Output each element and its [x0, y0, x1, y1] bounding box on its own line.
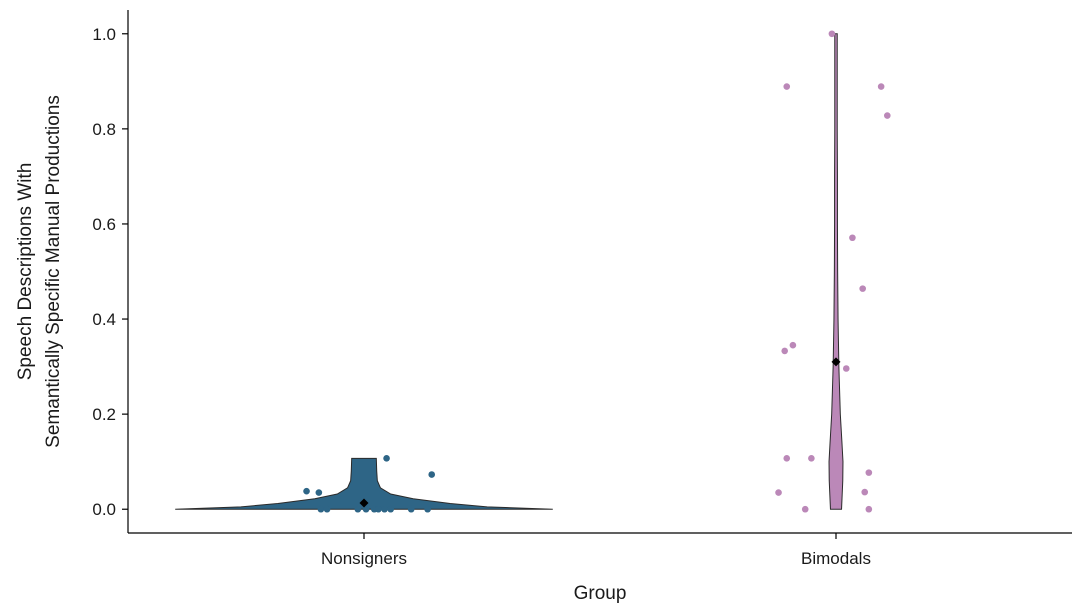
data-point-bimodals — [884, 112, 891, 119]
data-point-bimodals — [781, 347, 788, 355]
data-point-bimodals — [865, 469, 873, 476]
mean-marker-nonsigners — [359, 498, 369, 508]
data-point-nonsigners — [323, 505, 331, 513]
data-point-bimodals — [877, 83, 885, 90]
data-point-bimodals — [801, 505, 809, 513]
data-point-nonsigners — [375, 505, 382, 513]
violin-nonsigners — [175, 457, 553, 510]
y-axis-title-line-1: Speech Descriptions With — [15, 163, 36, 381]
data-point-nonsigners — [354, 505, 362, 513]
y-tick-label: 0.2 — [92, 405, 116, 424]
data-point-nonsigners — [424, 505, 431, 513]
violin-bimodals — [828, 33, 844, 510]
x-axis-ticks: Nonsigners Bimodals — [321, 533, 871, 568]
x-tick-label-bimodals: Bimodals — [801, 549, 871, 568]
data-point-bimodals — [783, 83, 791, 90]
data-point-bimodals — [789, 341, 797, 349]
plot-area — [175, 30, 891, 513]
data-point-nonsigners — [362, 505, 370, 513]
y-tick-label: 0.4 — [92, 310, 116, 329]
data-point-nonsigners — [315, 489, 323, 496]
data-point-bimodals — [808, 455, 815, 462]
data-point-bimodals — [842, 365, 850, 372]
y-axis-title-line-2: Semantically Specific Manual Productions — [43, 95, 64, 448]
y-tick-label: 0.8 — [92, 120, 116, 139]
y-tick-label: 0.6 — [92, 215, 116, 234]
data-point-nonsigners — [407, 505, 415, 513]
data-point-bimodals — [861, 488, 869, 496]
data-point-bimodals — [828, 30, 836, 38]
data-point-bimodals — [849, 234, 856, 242]
mean-marker-bimodals — [831, 357, 841, 367]
data-point-nonsigners — [428, 471, 436, 478]
y-axis-title: Speech Descriptions With Semantically Sp… — [15, 95, 64, 448]
data-point-bimodals — [783, 455, 791, 462]
data-point-nonsigners — [387, 505, 394, 513]
data-point-nonsigners — [303, 487, 310, 495]
data-point-nonsigners — [317, 505, 325, 513]
data-point-nonsigners — [381, 505, 388, 513]
y-tick-label: 0.0 — [92, 500, 116, 519]
y-axis-ticks: 0.0 0.2 0.4 0.6 0.8 1.0 — [92, 25, 128, 519]
data-point-bimodals — [865, 505, 873, 513]
x-tick-label-nonsigners: Nonsigners — [321, 549, 407, 568]
data-point-bimodals — [775, 489, 782, 496]
x-axis-title: Group — [574, 583, 627, 604]
y-tick-label: 1.0 — [92, 25, 116, 44]
data-point-nonsigners — [383, 455, 390, 462]
data-point-bimodals — [859, 285, 866, 292]
